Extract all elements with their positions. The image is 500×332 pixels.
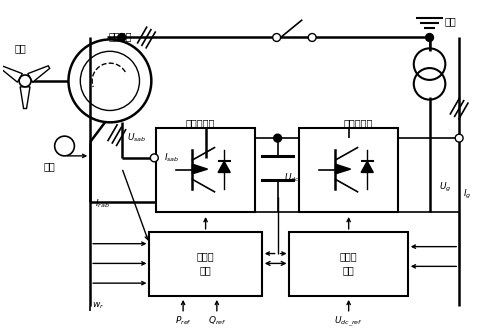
Text: $U_g$: $U_g$ [439,181,452,194]
Text: 双馈电机: 双馈电机 [108,32,132,42]
Bar [150,232,262,296]
Polygon shape [20,87,30,109]
Bar [290,232,408,296]
Polygon shape [0,66,22,82]
Circle shape [272,34,280,42]
Text: 网侧变换器: 网侧变换器 [344,119,373,128]
Polygon shape [336,164,350,174]
Circle shape [455,134,463,142]
Text: 网侧控
制器: 网侧控 制器 [340,251,357,276]
Polygon shape [361,161,374,172]
Text: $I_{rab}$: $I_{rab}$ [95,197,110,210]
Circle shape [118,34,126,42]
Polygon shape [192,164,208,174]
Text: $U_{dc\_ref}$: $U_{dc\_ref}$ [334,315,363,329]
Text: 机侧控
制器: 机侧控 制器 [197,251,214,276]
Bar [300,128,398,212]
Text: $w_r$: $w_r$ [92,300,104,311]
Text: $Q_{ref}$: $Q_{ref}$ [208,315,226,327]
Text: 风机: 风机 [14,43,26,53]
Bar [156,128,255,212]
Polygon shape [218,161,230,172]
Text: $U_{dc}$: $U_{dc}$ [284,171,300,184]
Circle shape [308,34,316,42]
Circle shape [274,134,281,142]
Polygon shape [28,66,50,82]
Text: 电网: 电网 [444,16,456,26]
Text: $U_{sab}$: $U_{sab}$ [126,132,146,144]
Circle shape [426,34,434,42]
Text: 机侧变换器: 机侧变换器 [186,119,216,128]
Circle shape [150,154,158,162]
Text: 码盘: 码盘 [44,161,56,171]
Text: $I_{sab}$: $I_{sab}$ [164,152,180,164]
Text: $I_g$: $I_g$ [463,188,471,201]
Text: $P_{ref}$: $P_{ref}$ [174,315,192,327]
